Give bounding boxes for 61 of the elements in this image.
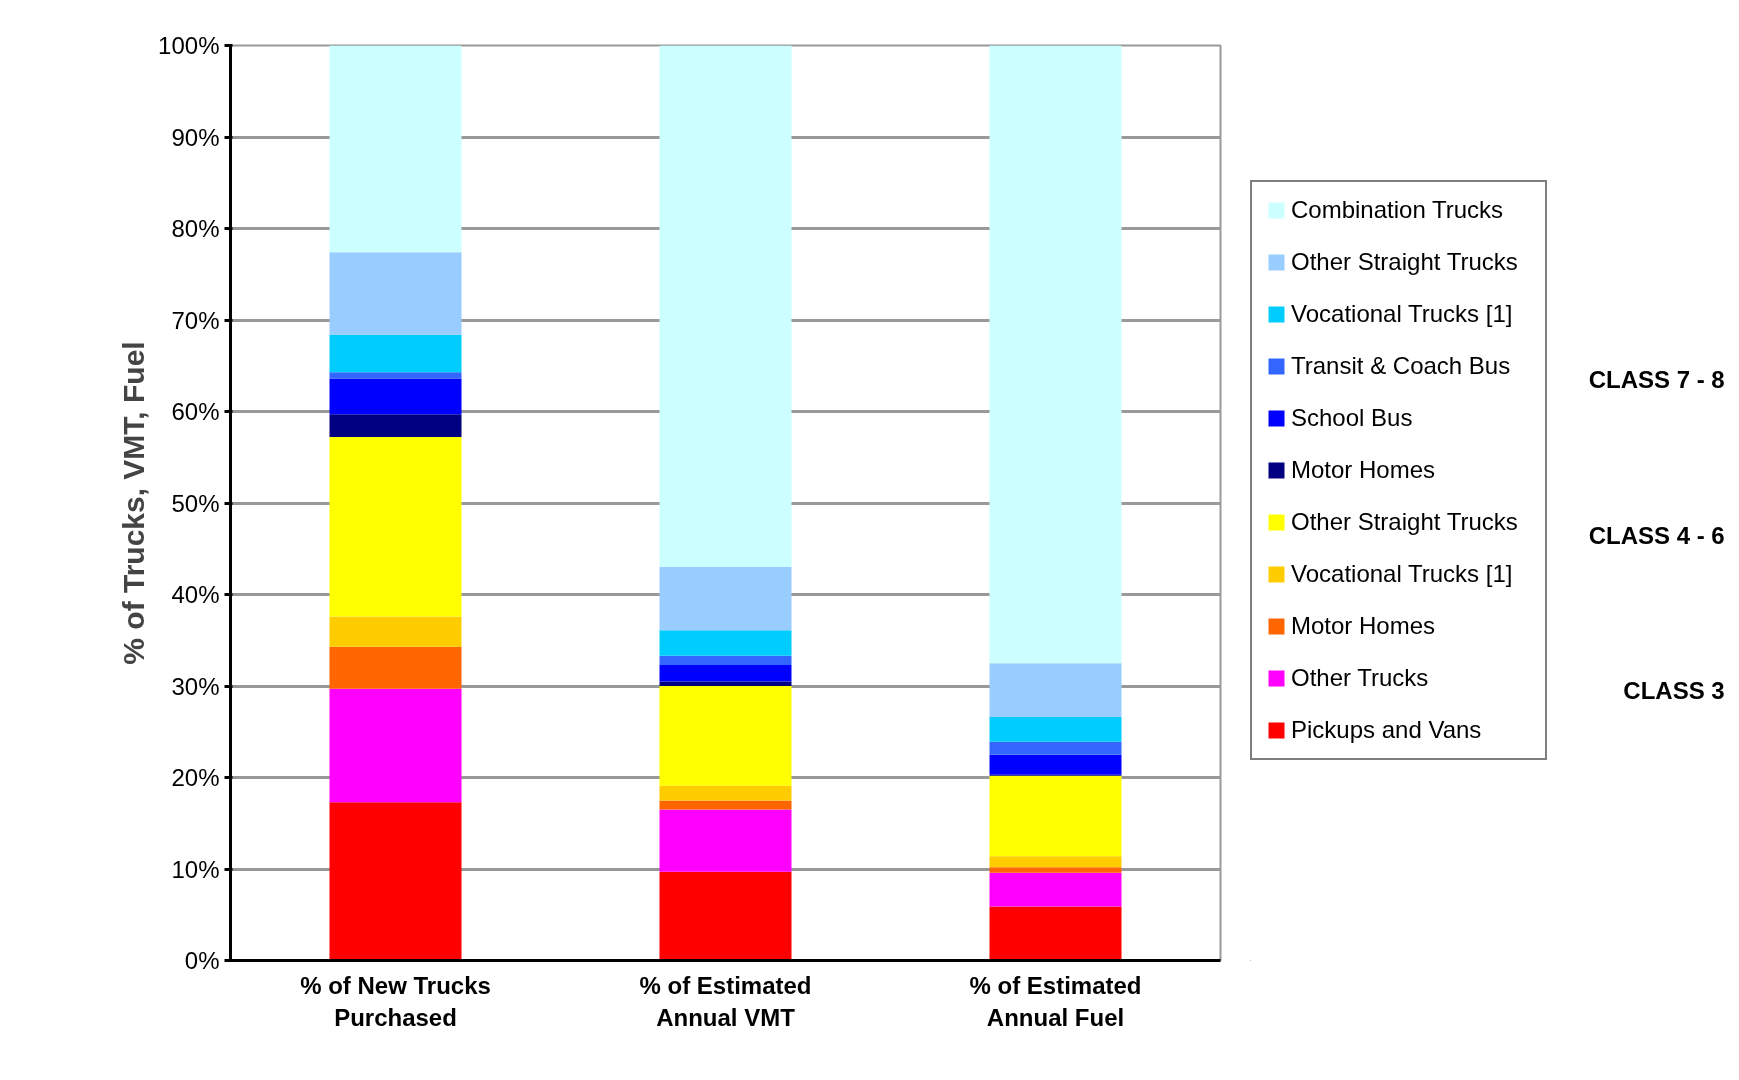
text: CLASS 4 - 6 <box>1588 521 1725 549</box>
bar <box>659 871 792 961</box>
x-tick-label: % of New Trucks Purchased <box>300 971 491 1031</box>
bar <box>329 688 462 803</box>
bar <box>659 686 792 786</box>
y-tick-label: 60% <box>171 398 220 425</box>
y-tick-label: 0% <box>184 947 220 974</box>
legend-label: Motor Homes <box>1291 612 1437 640</box>
bar <box>989 906 1122 961</box>
legend-label: School Bus <box>1291 404 1414 432</box>
bar <box>329 378 462 415</box>
legend-label: Motor Homes <box>1291 456 1437 484</box>
bar <box>329 646 462 689</box>
legend-label: Pickups and Vans <box>1291 716 1483 744</box>
bar <box>989 45 1122 664</box>
bar <box>659 567 792 631</box>
text: CLASS 3 <box>1623 677 1725 705</box>
bar <box>989 856 1122 868</box>
legend-label: Vocational Trucks [1] <box>1291 300 1514 328</box>
bar <box>329 437 462 617</box>
y-tick-label: 30% <box>171 672 220 700</box>
y-tick-label: 70% <box>171 306 220 334</box>
y-tick-label: 10% <box>171 855 220 883</box>
bar <box>659 809 792 872</box>
y-tick-label: 90% <box>171 123 220 151</box>
y-tick-label: 20% <box>171 764 220 791</box>
bar <box>329 334 462 373</box>
legend-label: Vocational Trucks [1] <box>1291 560 1514 588</box>
bar <box>329 372 462 379</box>
legend-label: Combination Trucks <box>1291 196 1505 224</box>
bar <box>329 616 462 647</box>
bar <box>329 414 462 438</box>
bar <box>659 785 792 801</box>
y-tick-label: 100% <box>158 32 220 59</box>
bar <box>659 681 792 686</box>
y-tick-label: 50% <box>171 489 220 517</box>
x-tick-label: % of Estimated Annual VMT <box>639 971 812 1031</box>
bar <box>329 802 462 961</box>
y-tick-label: 40% <box>171 581 220 608</box>
y-tick-label: 80% <box>171 215 220 242</box>
bar <box>659 655 792 665</box>
bar <box>989 663 1122 718</box>
bar <box>989 872 1122 907</box>
legend-label: Other Straight Trucks <box>1291 508 1519 536</box>
bar <box>989 867 1122 873</box>
bar <box>329 252 462 335</box>
bar <box>329 45 462 253</box>
bar <box>989 775 1122 857</box>
bar <box>659 664 792 682</box>
legend-label: Other Trucks <box>1291 664 1430 692</box>
x-tick-label: % of Estimated Annual Fuel <box>969 971 1142 1031</box>
bar <box>989 741 1122 755</box>
text: CLASS 7 - 8 <box>1588 366 1725 394</box>
y-axis-title: % of Trucks, VMT, Fuel <box>117 341 151 665</box>
bar <box>989 717 1122 742</box>
legend-label: Other Straight Trucks <box>1291 248 1519 276</box>
legend-label: Transit & Coach Bus <box>1291 352 1512 380</box>
bar <box>659 45 792 568</box>
bar <box>989 754 1122 775</box>
bar <box>659 800 792 810</box>
bar <box>659 630 792 656</box>
